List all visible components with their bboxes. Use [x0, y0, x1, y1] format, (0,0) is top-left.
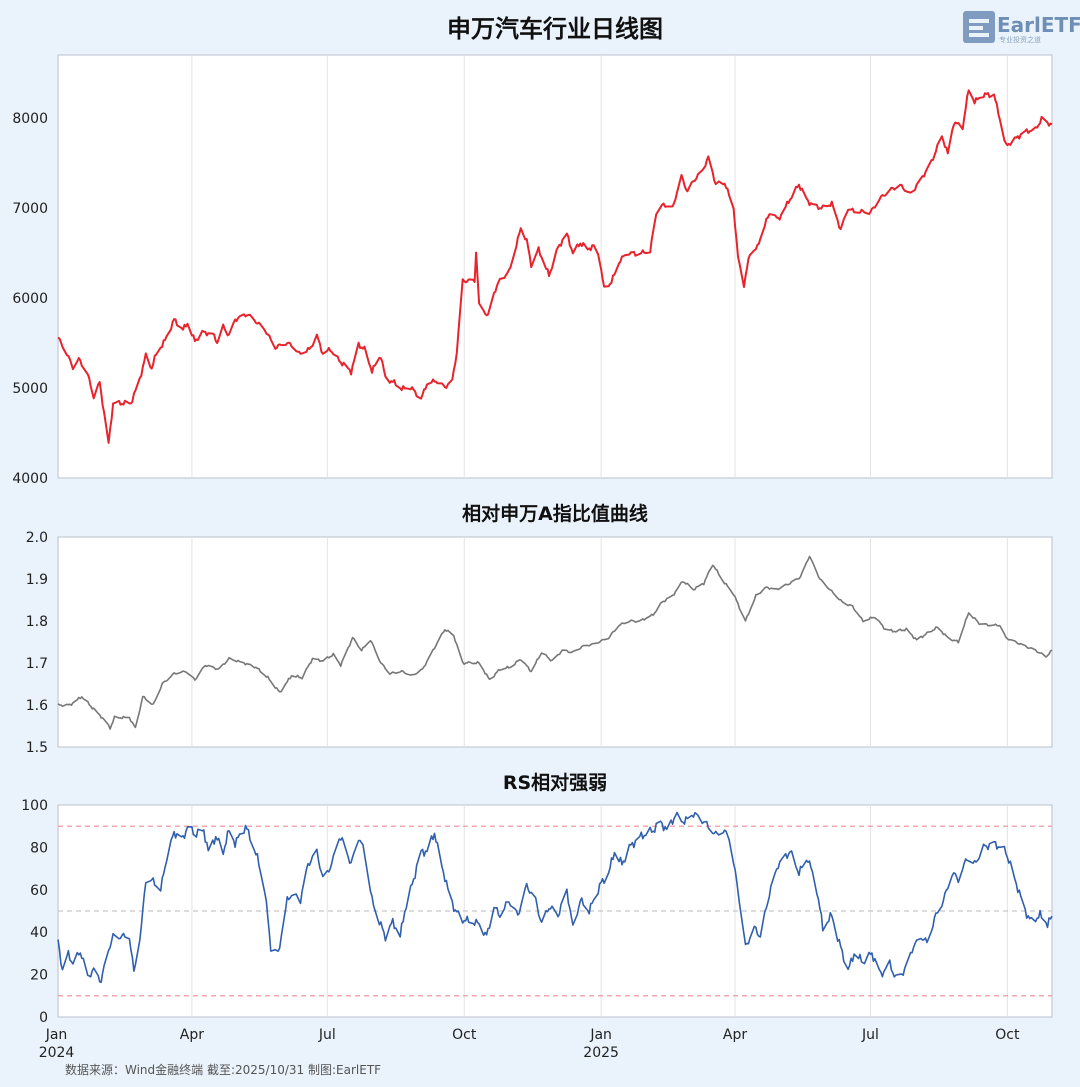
- x-tick-year: 2025: [583, 1045, 619, 1061]
- y-tick-label: 80: [30, 840, 48, 856]
- y-tick-label: 2.0: [26, 530, 48, 546]
- y-tick-label: 5000: [12, 381, 48, 397]
- chart-title: 申万汽车行业日线图: [447, 15, 663, 43]
- earletf-logo: EarlETF 专业投资之道: [963, 11, 1080, 44]
- x-tick-label: Jan: [45, 1027, 68, 1043]
- panel-1: 4000 5000 6000 7000 8000: [12, 54, 1053, 487]
- y-tick-label: 60: [30, 883, 48, 899]
- x-tick-label: Oct: [995, 1027, 1020, 1043]
- x-tick-year: 2024: [39, 1045, 75, 1061]
- x-tick-label: Apr: [180, 1027, 204, 1043]
- y-tick-label: 1.5: [26, 740, 48, 756]
- y-tick-label: 0: [39, 1010, 48, 1026]
- y-tick-label: 100: [21, 798, 48, 814]
- source-footer: 数据来源：Wind金融终端 截至:2025/10/31 制图:EarlETF: [65, 1062, 381, 1077]
- y-tick-label: 8000: [12, 111, 48, 127]
- y-tick-label: 40: [30, 925, 48, 941]
- panel-2: 相对申万A指比值曲线 1.5 1.6 1.7 1.8 1.9 2.0: [26, 502, 1053, 756]
- y-tick-label: 6000: [12, 291, 48, 307]
- y-tick-label: 1.8: [26, 614, 48, 630]
- y-tick-label: 1.9: [26, 572, 48, 588]
- x-tick-label: Oct: [452, 1027, 477, 1043]
- series-line: [57, 89, 1053, 444]
- plot-area: [57, 54, 1053, 479]
- series-line: [57, 811, 1053, 984]
- y-tick-label: 4000: [12, 471, 48, 487]
- x-tick-label: Jul: [318, 1027, 336, 1043]
- panel-title: 相对申万A指比值曲线: [462, 502, 648, 525]
- logo-name: EarlETF: [997, 13, 1080, 37]
- y-tick-label: 1.7: [26, 656, 48, 672]
- y-tick-label: 7000: [12, 201, 48, 217]
- series-line: [57, 555, 1053, 730]
- plot-area: [57, 536, 1053, 748]
- logo-subtitle: 专业投资之道: [999, 35, 1041, 44]
- x-tick-label: Jan: [589, 1027, 612, 1043]
- y-tick-label: 1.6: [26, 698, 48, 714]
- x-axis: Jan 2024 Apr Jul Oct Jan 2025 Apr Jul Oct: [39, 1027, 1020, 1061]
- panel-title: RS相对强弱: [503, 771, 607, 794]
- panel-3: RS相对强弱 0 20 40 60 80 100: [21, 771, 1053, 1026]
- x-tick-label: Apr: [723, 1027, 747, 1043]
- y-tick-label: 20: [30, 968, 48, 984]
- x-tick-label: Jul: [861, 1027, 879, 1043]
